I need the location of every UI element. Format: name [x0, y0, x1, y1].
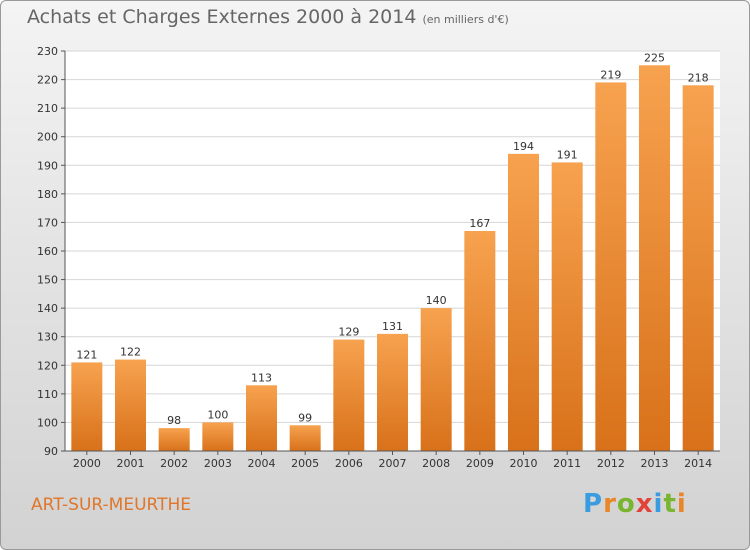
logo-letter: P — [583, 489, 604, 519]
x-tick-label-2004: 2004 — [248, 457, 276, 470]
y-tick-label: 90 — [44, 445, 58, 458]
bar-2001 — [115, 359, 146, 451]
bar-2013 — [639, 65, 670, 452]
value-label-2007: 131 — [382, 320, 403, 333]
logo-letter: i — [653, 489, 664, 519]
x-tick-label-2006: 2006 — [335, 457, 363, 470]
bar-2007 — [377, 333, 408, 451]
y-tick-label: 170 — [37, 216, 58, 229]
x-tick-label-2005: 2005 — [291, 457, 319, 470]
value-label-2013: 225 — [644, 51, 665, 64]
x-tick-label-2013: 2013 — [641, 457, 669, 470]
x-tick-label-2001: 2001 — [117, 457, 145, 470]
y-tick-label: 140 — [37, 302, 58, 315]
bar-2012 — [595, 82, 627, 451]
logo-letter: x — [635, 489, 654, 519]
y-tick-label: 150 — [37, 274, 58, 287]
y-tick-label: 160 — [37, 245, 58, 258]
bar-2008 — [420, 308, 452, 451]
commune-name: ART-SUR-MEURTHE — [31, 495, 191, 515]
value-label-2002: 98 — [167, 414, 181, 427]
x-tick-label-2011: 2011 — [553, 457, 581, 470]
value-label-2006: 129 — [338, 326, 359, 339]
logo-letter: r — [603, 489, 617, 519]
x-tick-label-2003: 2003 — [204, 457, 232, 470]
bar-2014 — [682, 85, 714, 452]
x-tick-label-2000: 2000 — [73, 457, 101, 470]
y-tick-label: 100 — [37, 416, 58, 429]
value-label-2000: 121 — [76, 348, 97, 361]
y-tick-label: 120 — [37, 359, 58, 372]
x-tick-label-2007: 2007 — [379, 457, 407, 470]
logo-letter: o — [616, 489, 636, 519]
value-label-2003: 100 — [207, 408, 228, 421]
value-label-2014: 218 — [688, 71, 709, 84]
y-tick-label: 110 — [37, 388, 58, 401]
bar-2011 — [551, 162, 583, 451]
x-tick-label-2012: 2012 — [597, 457, 625, 470]
value-label-2001: 122 — [120, 346, 141, 359]
value-label-2012: 219 — [600, 68, 621, 81]
bar-2003 — [202, 422, 234, 451]
bar-2004 — [246, 385, 277, 451]
chart-unit: (en milliers d'€) — [422, 13, 509, 26]
chart-title-text: Achats et Charges Externes 2000 à 2014 — [27, 6, 417, 28]
logo-letter: t — [663, 489, 677, 519]
bar-2005 — [289, 425, 321, 451]
value-label-2004: 113 — [251, 371, 272, 384]
bar-2000 — [71, 362, 103, 451]
bar-2009 — [464, 231, 496, 451]
x-tick-label-2009: 2009 — [466, 457, 494, 470]
x-tick-label-2010: 2010 — [510, 457, 538, 470]
bar-2006 — [333, 339, 365, 451]
y-tick-label: 130 — [37, 331, 58, 344]
x-tick-label-2014: 2014 — [684, 457, 712, 470]
value-label-2009: 167 — [469, 217, 490, 230]
logo-letter: i — [676, 489, 687, 519]
value-label-2005: 99 — [298, 411, 312, 424]
y-tick-label: 210 — [37, 102, 58, 115]
x-tick-label-2002: 2002 — [160, 457, 188, 470]
y-tick-label: 230 — [37, 45, 58, 58]
bar-2010 — [508, 153, 539, 451]
y-tick-label: 180 — [37, 188, 58, 201]
x-tick-label-2008: 2008 — [422, 457, 450, 470]
chart-title: Achats et Charges Externes 2000 à 2014 (e… — [27, 6, 509, 28]
value-label-2008: 140 — [426, 294, 447, 307]
y-tick-label: 220 — [37, 74, 58, 87]
y-tick-label: 190 — [37, 159, 58, 172]
value-label-2011: 191 — [557, 148, 578, 161]
bar-2002 — [158, 428, 190, 451]
proxiti-logo: Proxiti — [583, 489, 687, 519]
y-tick-label: 200 — [37, 131, 58, 144]
value-label-2010: 194 — [513, 140, 534, 153]
